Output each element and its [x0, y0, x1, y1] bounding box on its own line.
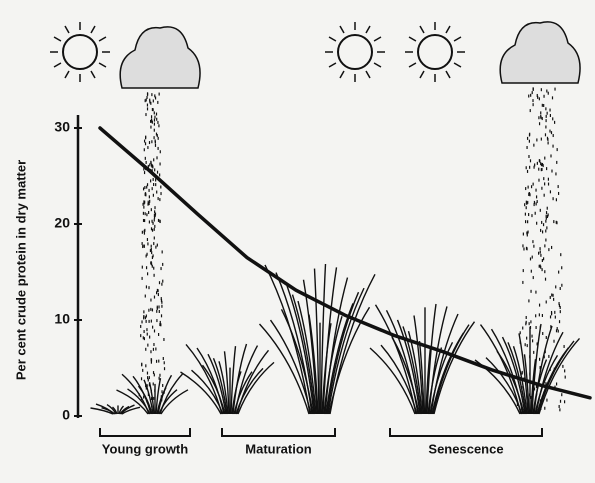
- y-tick-label: 30: [54, 119, 70, 135]
- stage-label: Senescence: [428, 441, 503, 456]
- y-tick-label: 0: [62, 407, 70, 423]
- y-axis-label: Per cent crude protein in dry matter: [13, 160, 28, 380]
- stage-label: Maturation: [245, 441, 312, 456]
- stage-label: Young growth: [102, 441, 188, 456]
- chart: Per cent crude protein in dry matter 0 10…: [0, 0, 595, 483]
- y-tick-label: 10: [54, 311, 70, 327]
- y-tick-label: 20: [54, 215, 70, 231]
